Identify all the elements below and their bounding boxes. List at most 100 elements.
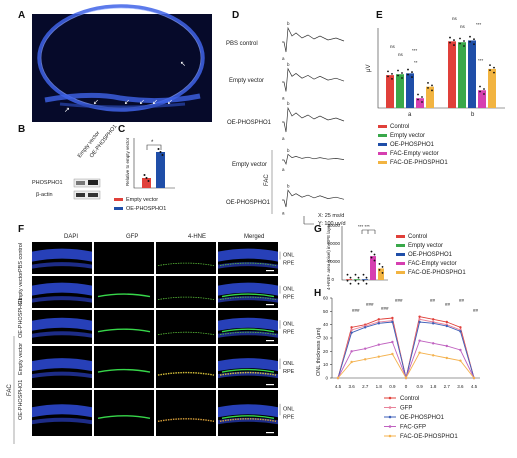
panel-g-dot	[349, 276, 352, 279]
h-xtick-label: 3.6	[348, 384, 355, 389]
panel-e-dot	[473, 43, 475, 46]
panel-e-xtick-a: a	[408, 112, 412, 118]
panel-e-dot	[387, 70, 389, 73]
hne-signal	[157, 418, 215, 422]
h-series-point	[391, 320, 394, 324]
h-annot-6: ##	[445, 302, 451, 307]
h-series-point	[459, 348, 462, 352]
panel-e-dot	[411, 71, 413, 73]
panel-c-dot	[147, 180, 150, 182]
panel-e-dot	[421, 101, 423, 103]
legend-oe-phospho1: OE-PHOSPHO1	[408, 252, 453, 258]
panel-e-dot	[387, 75, 389, 78]
hne-signal	[157, 296, 215, 300]
panel-h-yticks: 0 10 20 30 40 50 60	[323, 296, 332, 381]
panel-c-dot	[145, 177, 148, 179]
panel-e-dot	[463, 45, 465, 47]
panel-e-dot	[421, 96, 423, 98]
h-series-point	[445, 324, 448, 328]
panel-e-dot	[453, 44, 455, 46]
panel-e-dot	[391, 72, 393, 75]
hne-signal	[219, 371, 277, 376]
panel-g-ytick-2: 20000	[327, 241, 340, 246]
panel-e-dot	[493, 66, 495, 69]
panel-g-dot	[354, 279, 357, 282]
hne-signal	[219, 418, 277, 422]
col-header-4hne: 4-HNE	[188, 234, 206, 240]
hne-signal	[219, 296, 277, 300]
panel-g-ytick-0: 0	[331, 277, 334, 282]
legend-swatch-fac-empty-vector	[378, 152, 387, 155]
panel-e-dot	[479, 90, 481, 93]
h-ytick-label: 60	[323, 296, 329, 301]
sig-ns-a2: ns	[398, 52, 404, 57]
panel-e-dot	[407, 73, 409, 76]
h-series-point	[432, 318, 435, 321]
h-series-point	[350, 350, 353, 353]
hne-signal	[219, 331, 277, 336]
dapi-layer	[32, 282, 92, 296]
gfp-signal	[97, 415, 151, 419]
dapi-layer	[32, 331, 92, 338]
dapi-layer	[32, 317, 92, 331]
h-series-point	[432, 342, 435, 345]
dapi-layer	[32, 371, 92, 379]
erg-trace-5	[282, 189, 345, 208]
micro-tile	[156, 346, 216, 388]
panel-g-dot	[362, 273, 365, 276]
h-series-point	[459, 330, 462, 333]
panel-e-bar-oe-phospho1-b	[468, 40, 476, 108]
gfp-signal	[221, 328, 275, 333]
dapi-layer	[32, 417, 92, 425]
legend-marker-fac-gfp	[388, 425, 392, 428]
h-series-point	[404, 376, 408, 380]
panel-e-dot	[483, 88, 485, 90]
layer-onl-label: ONL	[283, 407, 294, 413]
panel-e-dot	[459, 37, 461, 40]
f-row-label-fac-oe: OE-PHOSPHO1	[18, 380, 24, 420]
h-xtick-label: 4.5	[471, 384, 478, 389]
panel-c-significance: *	[151, 140, 154, 146]
panel-g-dot	[381, 266, 384, 268]
arrow-6-icon: ↙	[167, 99, 173, 106]
panel-e-bar-control-a	[386, 75, 394, 108]
panel-c-bar-empty-vector	[142, 178, 151, 188]
panel-e-dot	[469, 35, 471, 38]
layer-rpe-label: RPE	[283, 329, 295, 335]
micro-tile	[94, 346, 154, 388]
layer-onl-label: ONL	[283, 252, 294, 258]
arrow-1-icon: ↖	[180, 61, 186, 68]
legend-marker-oe-phospho1	[388, 415, 392, 419]
panel-g-bar-oe-phospho1	[362, 279, 368, 280]
h-series-point	[364, 347, 367, 350]
legend-swatch-fac-oe-phospho1	[378, 161, 387, 164]
legend-oe-phospho1: OE-PHOSPHO1	[400, 415, 445, 421]
panel-g-ytick-1: 10000	[327, 259, 340, 264]
panel-c-ylabel: Relative to empty vector	[125, 137, 130, 186]
h-series-point	[377, 343, 380, 346]
legend-swatch-fac-oe-phospho1	[396, 271, 405, 274]
panel-e-dot	[407, 68, 409, 71]
panel-label-c: C	[118, 124, 125, 135]
scale-bar	[303, 216, 314, 225]
panel-e-bar-fac-oe-phospho1-a	[426, 86, 434, 108]
panel-c-sig-bracket	[146, 144, 162, 150]
layer-onl-label: ONL	[283, 361, 294, 367]
trace-label-oe-phospho1: OE-PHOSPHO1	[227, 120, 272, 126]
dapi-layer	[32, 262, 92, 269]
legend-fac-oe-phospho1: FAC-OE-PHOSPHO1	[408, 270, 466, 276]
legend-marker-fac-oe-phospho1	[388, 434, 392, 438]
layer-rpe-label: RPE	[283, 260, 295, 266]
erg-trace-1	[282, 26, 345, 53]
wave-b-label: b	[287, 21, 290, 26]
h-xtick-label: 3.6	[457, 384, 464, 389]
h-series-point	[336, 376, 340, 380]
fac-group-label: FAC	[264, 174, 270, 186]
h-annot-2: ###	[366, 302, 374, 307]
legend-fac-oe-phospho1: FAC-OE-PHOSPHO1	[400, 434, 458, 440]
legend-swatch-control	[396, 235, 405, 238]
layer-labels: ONL RPE ONL RPE ONL RPE ONL RPE ONL RPE	[279, 251, 295, 421]
sig-stars-a1: ***	[412, 48, 418, 53]
panel-e-dot	[401, 72, 403, 74]
